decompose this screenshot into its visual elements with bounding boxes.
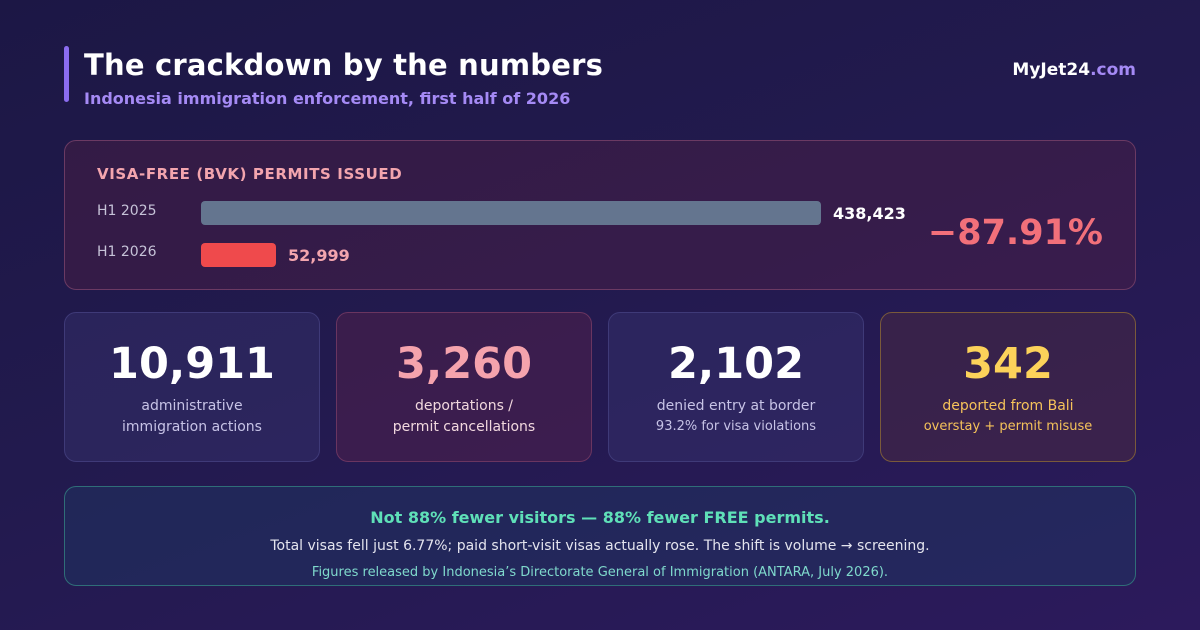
row-label-h1-2026: H1 2026 xyxy=(97,244,157,260)
bar-h1-2026 xyxy=(201,243,276,267)
title-accent-bar xyxy=(64,46,69,102)
stat-label-line1: denied entry at border xyxy=(656,398,816,414)
stat-card-deportations: 3,260 deportations / permit cancellation… xyxy=(336,312,592,462)
page-title: The crackdown by the numbers xyxy=(84,48,604,82)
page-subtitle: Indonesia immigration enforcement, first… xyxy=(84,89,571,108)
stat-label-line2: immigration actions xyxy=(122,419,262,435)
bar-value-h1-2026: 52,999 xyxy=(288,246,350,265)
stat-number: 3,260 xyxy=(395,339,532,389)
visa-card-label: VISA-FREE (BVK) PERMITS ISSUED xyxy=(97,165,403,183)
stat-label-line2: permit cancellations xyxy=(392,419,536,435)
brand-logo[interactable]: MyJet24.com xyxy=(1012,60,1136,80)
note-headline: Not 88% fewer visitors — 88% fewer FREE … xyxy=(370,508,830,527)
stat-card-bali-deportations: 342 deported from Bali overstay + permit… xyxy=(880,312,1136,462)
stat-label-line2: 93.2% for visa violations xyxy=(655,419,817,434)
stat-label-line1: deportations / xyxy=(414,398,514,414)
bar-value-h1-2025: 438,423 xyxy=(833,204,906,223)
row-label-h1-2025: H1 2025 xyxy=(97,203,157,219)
percent-change: −87.91% xyxy=(927,213,1103,253)
stat-label-line2: overstay + permit misuse xyxy=(923,419,1093,434)
stat-card-administrative-actions: 10,911 administrative immigration action… xyxy=(64,312,320,462)
note-source: Figures released by Indonesia’s Director… xyxy=(311,565,889,580)
stat-card-denied-entry: 2,102 denied entry at border 93.2% for v… xyxy=(608,312,864,462)
visa-free-permits-card: VISA-FREE (BVK) PERMITS ISSUED H1 2025 4… xyxy=(64,140,1136,290)
bar-track-h1-2026: 52,999 xyxy=(201,243,821,267)
stat-number: 10,911 xyxy=(109,339,275,389)
stat-number: 2,102 xyxy=(667,339,804,389)
stat-label-line1: administrative xyxy=(141,398,243,414)
stat-label-line1: deported from Bali xyxy=(942,398,1074,414)
context-note-card: Not 88% fewer visitors — 88% fewer FREE … xyxy=(64,486,1136,586)
note-body: Total visas fell just 6.77%; paid short-… xyxy=(270,538,930,554)
brand-domain: .com xyxy=(1090,60,1136,80)
brand-name: MyJet24 xyxy=(1012,60,1091,80)
stat-number: 342 xyxy=(963,339,1053,389)
bar-h1-2025 xyxy=(201,201,821,225)
bar-track-h1-2025: 438,423 xyxy=(201,201,906,225)
